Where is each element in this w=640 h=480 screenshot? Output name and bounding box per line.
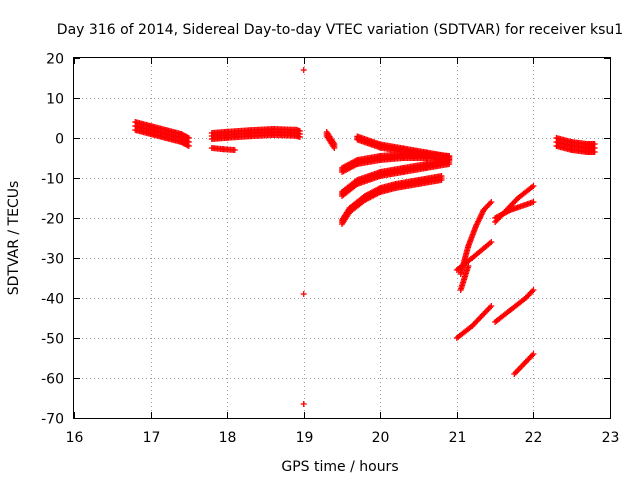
data-point-arc-16 xyxy=(529,352,536,359)
data-point-arc-15 xyxy=(529,288,536,295)
y-tick-labels: -70 -60 -50 -40 -30 -20 -10 0 10 20 xyxy=(41,52,64,428)
data-point-arc-7 xyxy=(446,159,453,165)
data-point-arc-2 xyxy=(296,131,303,137)
data-point-arc-11 xyxy=(488,239,495,245)
data-point-arc-15 xyxy=(530,287,537,293)
data-point-arc-13 xyxy=(530,199,537,205)
data-point-outliers xyxy=(300,291,307,297)
x-tick-label: 16 xyxy=(66,430,84,446)
grid-lines xyxy=(74,58,610,418)
data-point-arc-1 xyxy=(185,139,192,145)
data-points xyxy=(132,67,598,407)
x-tick-label: 19 xyxy=(296,430,314,446)
y-tick-label: -70 xyxy=(41,412,64,428)
data-point-arc-9 xyxy=(488,199,495,205)
y-tick-label: 20 xyxy=(46,52,64,68)
x-tick-label: 17 xyxy=(143,430,161,446)
x-axis-label: GPS time / hours xyxy=(281,459,398,475)
data-point-arc-16 xyxy=(530,351,537,357)
data-point-outliers xyxy=(300,401,307,407)
x-tick-label: 23 xyxy=(602,430,620,446)
y-tick-label: -10 xyxy=(41,172,64,188)
y-tick-label: -30 xyxy=(41,252,64,268)
x-tick-labels: 16 17 18 19 20 21 22 23 xyxy=(66,430,620,446)
x-tick-label: 22 xyxy=(525,430,543,446)
y-tick-label: -60 xyxy=(41,372,64,388)
data-point-outliers xyxy=(300,67,307,73)
y-tick-label: 10 xyxy=(46,92,64,108)
data-point-arc-4 xyxy=(331,143,338,149)
data-point-arc-17 xyxy=(591,145,598,151)
data-point-arc-14 xyxy=(488,303,495,309)
x-tick-label: 18 xyxy=(219,430,237,446)
data-point-arc-8 xyxy=(438,175,445,181)
plot-border xyxy=(73,57,611,419)
y-tick-label: 0 xyxy=(55,132,64,148)
y-tick-label: -40 xyxy=(41,292,64,308)
data-point-arc-12 xyxy=(530,183,537,189)
axis-ticks xyxy=(74,58,611,419)
data-point-arc-9 xyxy=(487,200,494,207)
data-point-arc-3 xyxy=(231,147,238,153)
y-tick-label: -20 xyxy=(41,212,64,228)
data-point-arc-1 xyxy=(184,138,191,145)
x-tick-label: 20 xyxy=(372,430,390,446)
y-tick-label: -50 xyxy=(41,332,64,348)
x-tick-label: 21 xyxy=(449,430,467,446)
chart-title: Day 316 of 2014, Sidereal Day-to-day VTE… xyxy=(57,22,623,38)
y-axis-label: SDTVAR / TECUs xyxy=(6,181,22,296)
